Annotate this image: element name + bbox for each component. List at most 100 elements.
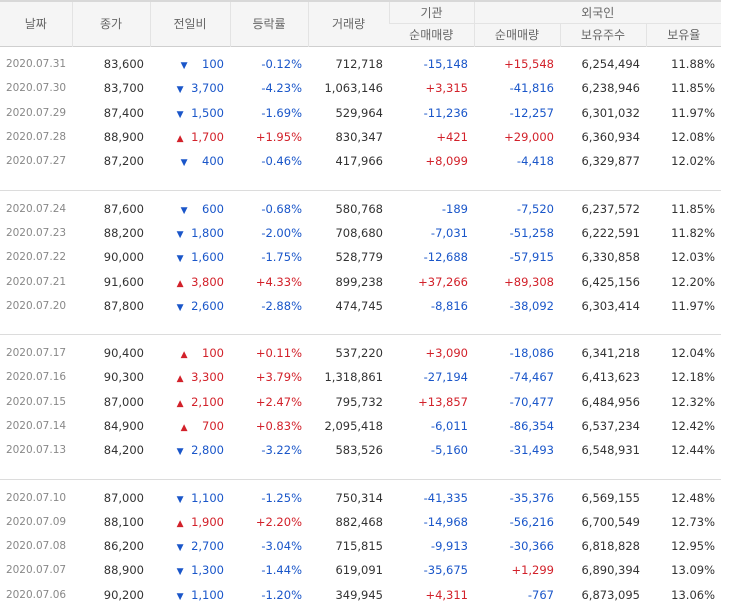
close-cell: 87,200 [103,154,144,169]
close-cell: 88,900 [103,130,144,145]
change-cell: ▼ 1,800 [150,221,230,245]
triangle-down-icon: ▼ [180,61,188,72]
foreign-net-cell: -51,258 [509,225,554,240]
foreign-net-cell: -767 [527,587,554,602]
foreign-net-cell: -74,467 [509,370,554,385]
triangle-down-icon: ▼ [176,85,184,96]
close-cell: 83,600 [103,57,144,72]
inst-net-cell: +3,090 [425,346,468,361]
date-cell: 2020.07.31 [5,58,67,71]
inst-net-cell: +37,266 [418,274,468,289]
holding-ratio-cell: 12.32% [671,394,716,409]
holding-ratio-cell: 11.97% [671,105,716,120]
date-cell: 2020.07.09 [5,515,67,528]
change-value: 600 [202,201,224,216]
table-row: 2020.07.22 90,000 ▼ 1,600 -1.75% 528,779 -12,6… [0,245,721,269]
holdings-cell: 6,360,934 [581,130,640,145]
volume-cell: 708,680 [335,225,383,240]
change-value: 1,600 [191,250,224,265]
holdings-cell: 6,569,155 [581,490,640,505]
table-header: 날짜 종가 전일비 등락률 거래량 기관 외국인 순매매량 순매매량 보유주수 … [0,1,722,46]
holdings-cell: 6,237,572 [581,201,640,216]
volume-cell: 795,732 [335,394,383,409]
table-row: 2020.07.29 87,400 ▼ 1,500 -1.69% 529,964 -11,2… [0,101,721,125]
change-cell: ▼ 600 [150,196,230,220]
change-value: 100 [202,57,224,72]
volume-cell: 529,964 [335,105,383,120]
date-cell: 2020.07.13 [5,444,67,457]
change-cell: ▲ 1,700 [150,125,230,149]
table-row: 2020.07.15 87,000 ▲ 2,100 +2.47% 795,732 +13,8… [0,390,721,414]
rate-cell: +0.11% [255,346,302,361]
date-cell: 2020.07.21 [5,275,67,288]
date-cell: 2020.07.07 [5,564,67,577]
volume-cell: 830,347 [335,130,383,145]
header-date: 날짜 [0,1,72,46]
date-cell: 2020.07.24 [5,202,67,215]
inst-net-cell: -5,160 [430,443,468,458]
holdings-cell: 6,537,234 [581,419,640,433]
change-cell: ▲ 100 [150,341,230,365]
volume-cell: 537,220 [335,346,383,361]
change-value: 100 [202,346,224,361]
foreign-net-cell: +1,299 [511,563,554,578]
holding-ratio-cell: 12.48% [671,490,716,505]
change-value: 2,800 [191,443,224,458]
table-row: 2020.07.10 87,000 ▼ 1,100 -1.25% 750,314 -41,3… [0,485,721,509]
change-cell: ▼ 2,700 [150,534,230,558]
table-row: 2020.07.16 90,300 ▲ 3,300 +3.79% 1,318,861 -27… [0,365,721,389]
change-value: 700 [202,419,224,433]
header-holdings: 보유주수 [559,22,646,46]
inst-net-cell: -8,816 [430,298,468,313]
close-cell: 88,200 [103,225,144,240]
close-cell: 90,000 [103,250,144,265]
foreign-net-cell: -7,520 [516,201,554,216]
rate-cell: -0.46% [261,154,302,169]
holding-ratio-cell: 12.08% [671,130,716,145]
holdings-cell: 6,425,156 [581,274,640,289]
foreign-net-cell: +15,548 [504,57,554,72]
close-cell: 87,000 [103,394,144,409]
date-cell: 2020.07.15 [5,395,67,408]
holding-ratio-cell: 12.03% [671,250,716,265]
close-cell: 83,700 [103,81,144,96]
rate-cell: +1.95% [255,130,302,145]
change-cell: ▼ 2,800 [150,438,230,462]
holdings-cell: 6,413,623 [581,370,640,385]
table-row: 2020.07.20 87,800 ▼ 2,600 -2.88% 474,745 -8,81… [0,294,721,318]
change-value: 2,700 [191,539,224,554]
foreign-net-cell: -70,477 [509,394,554,409]
volume-cell: 899,238 [335,274,383,289]
inst-net-cell: +8,099 [425,154,468,169]
close-cell: 87,400 [103,105,144,120]
inst-net-cell: +13,857 [418,394,468,409]
triangle-down-icon: ▼ [176,543,184,554]
table-row: 2020.07.30 83,700 ▼ 3,700 -4.23% 1,063,146 +3,… [0,76,721,100]
change-cell: ▲ 3,300 [150,365,230,389]
inst-net-cell: -6,011 [430,419,468,433]
rate-cell: +4.33% [255,274,302,289]
date-cell: 2020.07.16 [5,371,67,384]
holding-ratio-cell: 11.85% [671,81,716,96]
holding-ratio-cell: 13.09% [671,563,716,578]
group-divider [0,462,722,480]
rate-cell: -4.23% [261,81,302,96]
inst-net-cell: +421 [436,130,468,145]
change-cell: ▼ 1,100 [150,485,230,509]
rate-cell: -3.04% [261,539,302,554]
rate-cell: +2.20% [255,514,302,529]
inst-net-cell: +4,311 [425,587,468,602]
date-cell: 2020.07.28 [5,131,67,144]
holding-ratio-cell: 12.18% [671,370,716,385]
inst-net-cell: -27,194 [423,370,468,385]
table-row: 2020.07.28 88,900 ▲ 1,700 +1.95% 830,347 +421 +… [0,125,721,149]
volume-cell: 417,966 [335,154,383,169]
change-value: 2,600 [191,298,224,313]
change-value: 1,100 [191,490,224,505]
holdings-cell: 6,341,218 [581,346,640,361]
triangle-up-icon: ▲ [180,423,188,433]
rate-cell: -1.25% [261,490,302,505]
change-cell: ▼ 1,500 [150,101,230,125]
rate-cell: +0.83% [255,419,302,433]
triangle-down-icon: ▼ [176,302,184,313]
